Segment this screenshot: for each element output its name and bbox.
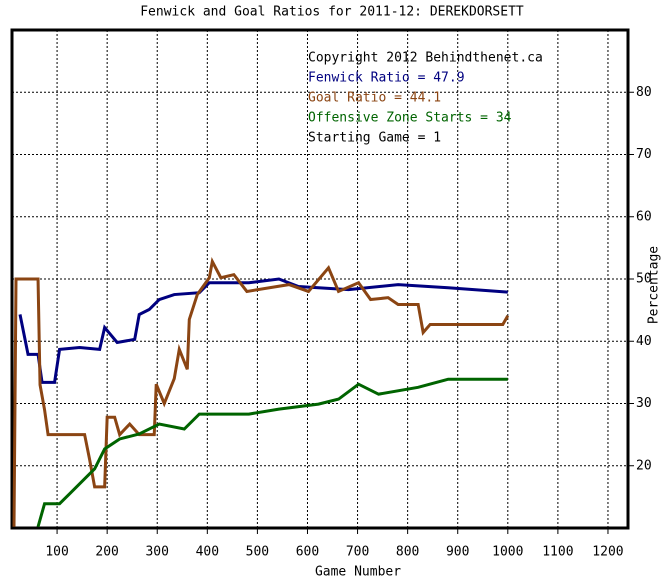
x-tick-label: 600 (296, 545, 319, 560)
chart-title: Fenwick and Goal Ratios for 2011-12: DER… (140, 5, 524, 20)
x-tick-label: 700 (346, 545, 369, 560)
y-tick-label: 80 (636, 85, 652, 100)
x-tick-label: 1100 (542, 545, 573, 560)
x-tick-label: 500 (246, 545, 269, 560)
x-tick-label: 400 (196, 545, 219, 560)
data-line (18, 277, 508, 384)
y-tick-label: 70 (636, 147, 652, 162)
data-line (12, 257, 510, 527)
x-tick-label: 100 (45, 545, 68, 560)
x-tick-label: 300 (145, 545, 168, 560)
annotation: Starting Game = 1 (308, 131, 441, 146)
x-tick-label: 1000 (492, 545, 523, 560)
annotation: Copyright 2012 Behindthenet.ca (308, 51, 543, 66)
y-tick-label: 40 (636, 334, 652, 349)
y-tick-label: 50 (636, 272, 652, 287)
x-tick-label: 1200 (592, 545, 623, 560)
y-tick-label: 60 (636, 209, 652, 224)
legend-entry: Offensive Zone Starts = 34 (308, 111, 512, 126)
x-tick-label: 900 (446, 545, 469, 560)
y-tick-label: 30 (636, 396, 652, 411)
y-axis-label: Percentage (647, 246, 662, 324)
legend-entry: Goal Ratio = 44.1 (308, 91, 441, 106)
plot-frame (10, 28, 630, 530)
data-line (36, 377, 508, 528)
legend-entry: Fenwick Ratio = 47.9 (308, 71, 465, 86)
y-tick-label: 20 (636, 458, 652, 473)
x-tick-label: 200 (95, 545, 118, 560)
x-tick-label: 800 (396, 545, 419, 560)
x-axis-label: Game Number (315, 565, 401, 580)
